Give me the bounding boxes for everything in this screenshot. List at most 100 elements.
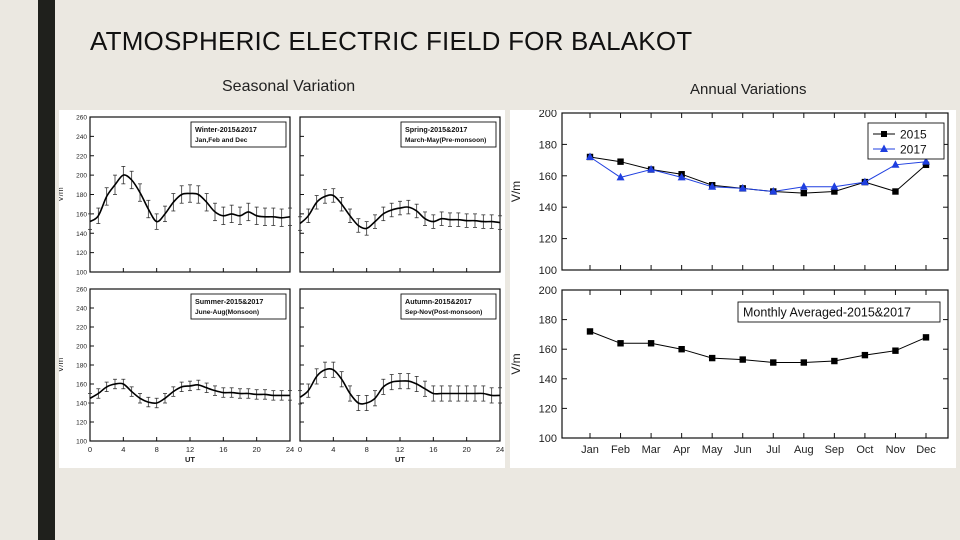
data-point: [739, 356, 746, 363]
y-tick-label: 160: [539, 344, 557, 356]
data-point: [586, 328, 594, 335]
legend-text: Summer-2015&2017: [195, 297, 263, 306]
data-point: [922, 334, 930, 341]
y-axis-label: V/m: [510, 353, 523, 374]
y-tick-label: 160: [76, 211, 87, 218]
panel-autumn: 0 4 8 12 16 20 24 UT Autumn-2015&2017 Sep-Nov(Pos…: [298, 288, 504, 464]
data-point-2017: [586, 152, 594, 160]
data-point-2017: [860, 177, 869, 186]
x-tick-label: Jan: [581, 444, 599, 456]
legend-text: Spring-2015&2017: [405, 125, 467, 134]
x-tick-label: May: [702, 444, 723, 456]
x-tick-label: 24: [496, 445, 504, 454]
x-tick-label: Aug: [794, 444, 814, 456]
x-tick-label: Nov: [886, 444, 906, 456]
series-line: [299, 367, 501, 405]
x-axis-label: UT: [185, 455, 195, 464]
legend-box: [190, 121, 287, 148]
x-tick-label: Apr: [673, 444, 690, 456]
x-tick-label: 4: [331, 445, 335, 454]
accent-bar: [38, 0, 55, 540]
data-point: [800, 359, 808, 366]
y-tick-label: 140: [539, 202, 557, 214]
data-point: [770, 359, 777, 366]
data-point: [892, 347, 899, 354]
legend-marker-2015: [881, 131, 887, 137]
data-point: [617, 340, 624, 347]
data-point: [708, 354, 716, 362]
y-tick-label: 120: [76, 250, 87, 257]
x-tick-label: 24: [286, 445, 294, 454]
data-point-2017: [677, 172, 686, 181]
series-line: [89, 382, 290, 405]
data-point-2017: [799, 182, 808, 190]
series-line-2017: [589, 156, 927, 193]
x-tick-label: 12: [186, 445, 194, 454]
data-point: [892, 188, 899, 195]
y-tick-label: 180: [539, 139, 557, 151]
annual-figure-background: [510, 110, 956, 468]
panel-monthly-averaged: 100 120 140 160 180 200 Jan Feb Mar Apr May Jun Jul A…: [510, 285, 949, 456]
y-tick-label: 120: [539, 234, 557, 246]
series-line: [299, 194, 501, 230]
x-tick-label: Dec: [916, 444, 936, 456]
y-tick-label: 100: [76, 439, 87, 446]
x-tick-label: 16: [219, 445, 227, 454]
data-point-2017: [708, 182, 717, 190]
data-point-2017: [922, 157, 930, 165]
y-tick-label: 160: [76, 382, 87, 389]
y-tick-label: 140: [76, 401, 87, 408]
panel-summer: 0 4 8 12 16 20 24 100 120 140 160 180 200 220 240 260 V/…: [59, 287, 294, 465]
legend-text: Autumn-2015&2017: [405, 297, 472, 306]
data-point-2017: [738, 183, 747, 192]
panel-frame: [561, 112, 949, 271]
y-tick-label: 180: [76, 363, 87, 370]
data-point: [831, 188, 838, 195]
legend-box: [737, 301, 941, 323]
y-tick-label: 100: [76, 270, 87, 277]
seasonal-variation-figure: 100120140160180200220240260V/mWinter-201…: [59, 110, 505, 468]
y-tick-label: 220: [76, 325, 87, 332]
y-axis-label: V/m: [510, 181, 523, 202]
y-tick-label: 140: [539, 374, 557, 386]
data-point-2017: [830, 182, 839, 190]
x-tick-label: Feb: [611, 444, 630, 456]
y-tick-label: 100: [539, 433, 557, 445]
series-line-average: [589, 330, 927, 363]
x-tick-label: 8: [365, 445, 369, 454]
y-axis-label: V/m: [59, 358, 65, 373]
data-point: [831, 357, 838, 365]
x-tick-label: Jun: [734, 444, 752, 456]
data-point-2017: [891, 160, 900, 168]
seasonal-heading: Seasonal Variation: [222, 78, 356, 95]
data-point-2017: [769, 187, 778, 195]
y-tick-label: 200: [76, 344, 87, 351]
legend-box: [867, 122, 945, 160]
x-tick-label: 0: [298, 445, 302, 454]
data-point: [800, 189, 808, 197]
legend-text: June-Aug(Monsoon): [195, 309, 259, 316]
data-point: [617, 158, 624, 165]
legend-entry: Monthly Averaged-2015&2017: [743, 306, 911, 320]
legend-text: Winter-2015&2017: [195, 125, 257, 134]
x-tick-label: Mar: [642, 444, 661, 456]
y-tick-label: 240: [76, 134, 87, 141]
y-tick-label: 220: [76, 153, 87, 160]
x-tick-label: 12: [396, 445, 404, 454]
legend-marker-2017: [880, 144, 888, 152]
legend-text: Jan,Feb and Dec: [195, 137, 248, 144]
legend-text: March-May(Pre-monsoon): [405, 137, 486, 144]
x-tick-label: 16: [429, 445, 437, 454]
legend-entry: 2015: [900, 128, 927, 142]
x-axis-label: UT: [395, 455, 405, 464]
y-tick-label: 120: [539, 403, 557, 415]
data-point-2017: [616, 172, 625, 181]
data-point: [647, 340, 655, 347]
y-tick-label: 200: [539, 110, 557, 120]
y-axis-label: V/m: [59, 187, 65, 202]
annual-heading: Annual Variations: [690, 81, 807, 98]
x-tick-label: 20: [252, 445, 260, 454]
